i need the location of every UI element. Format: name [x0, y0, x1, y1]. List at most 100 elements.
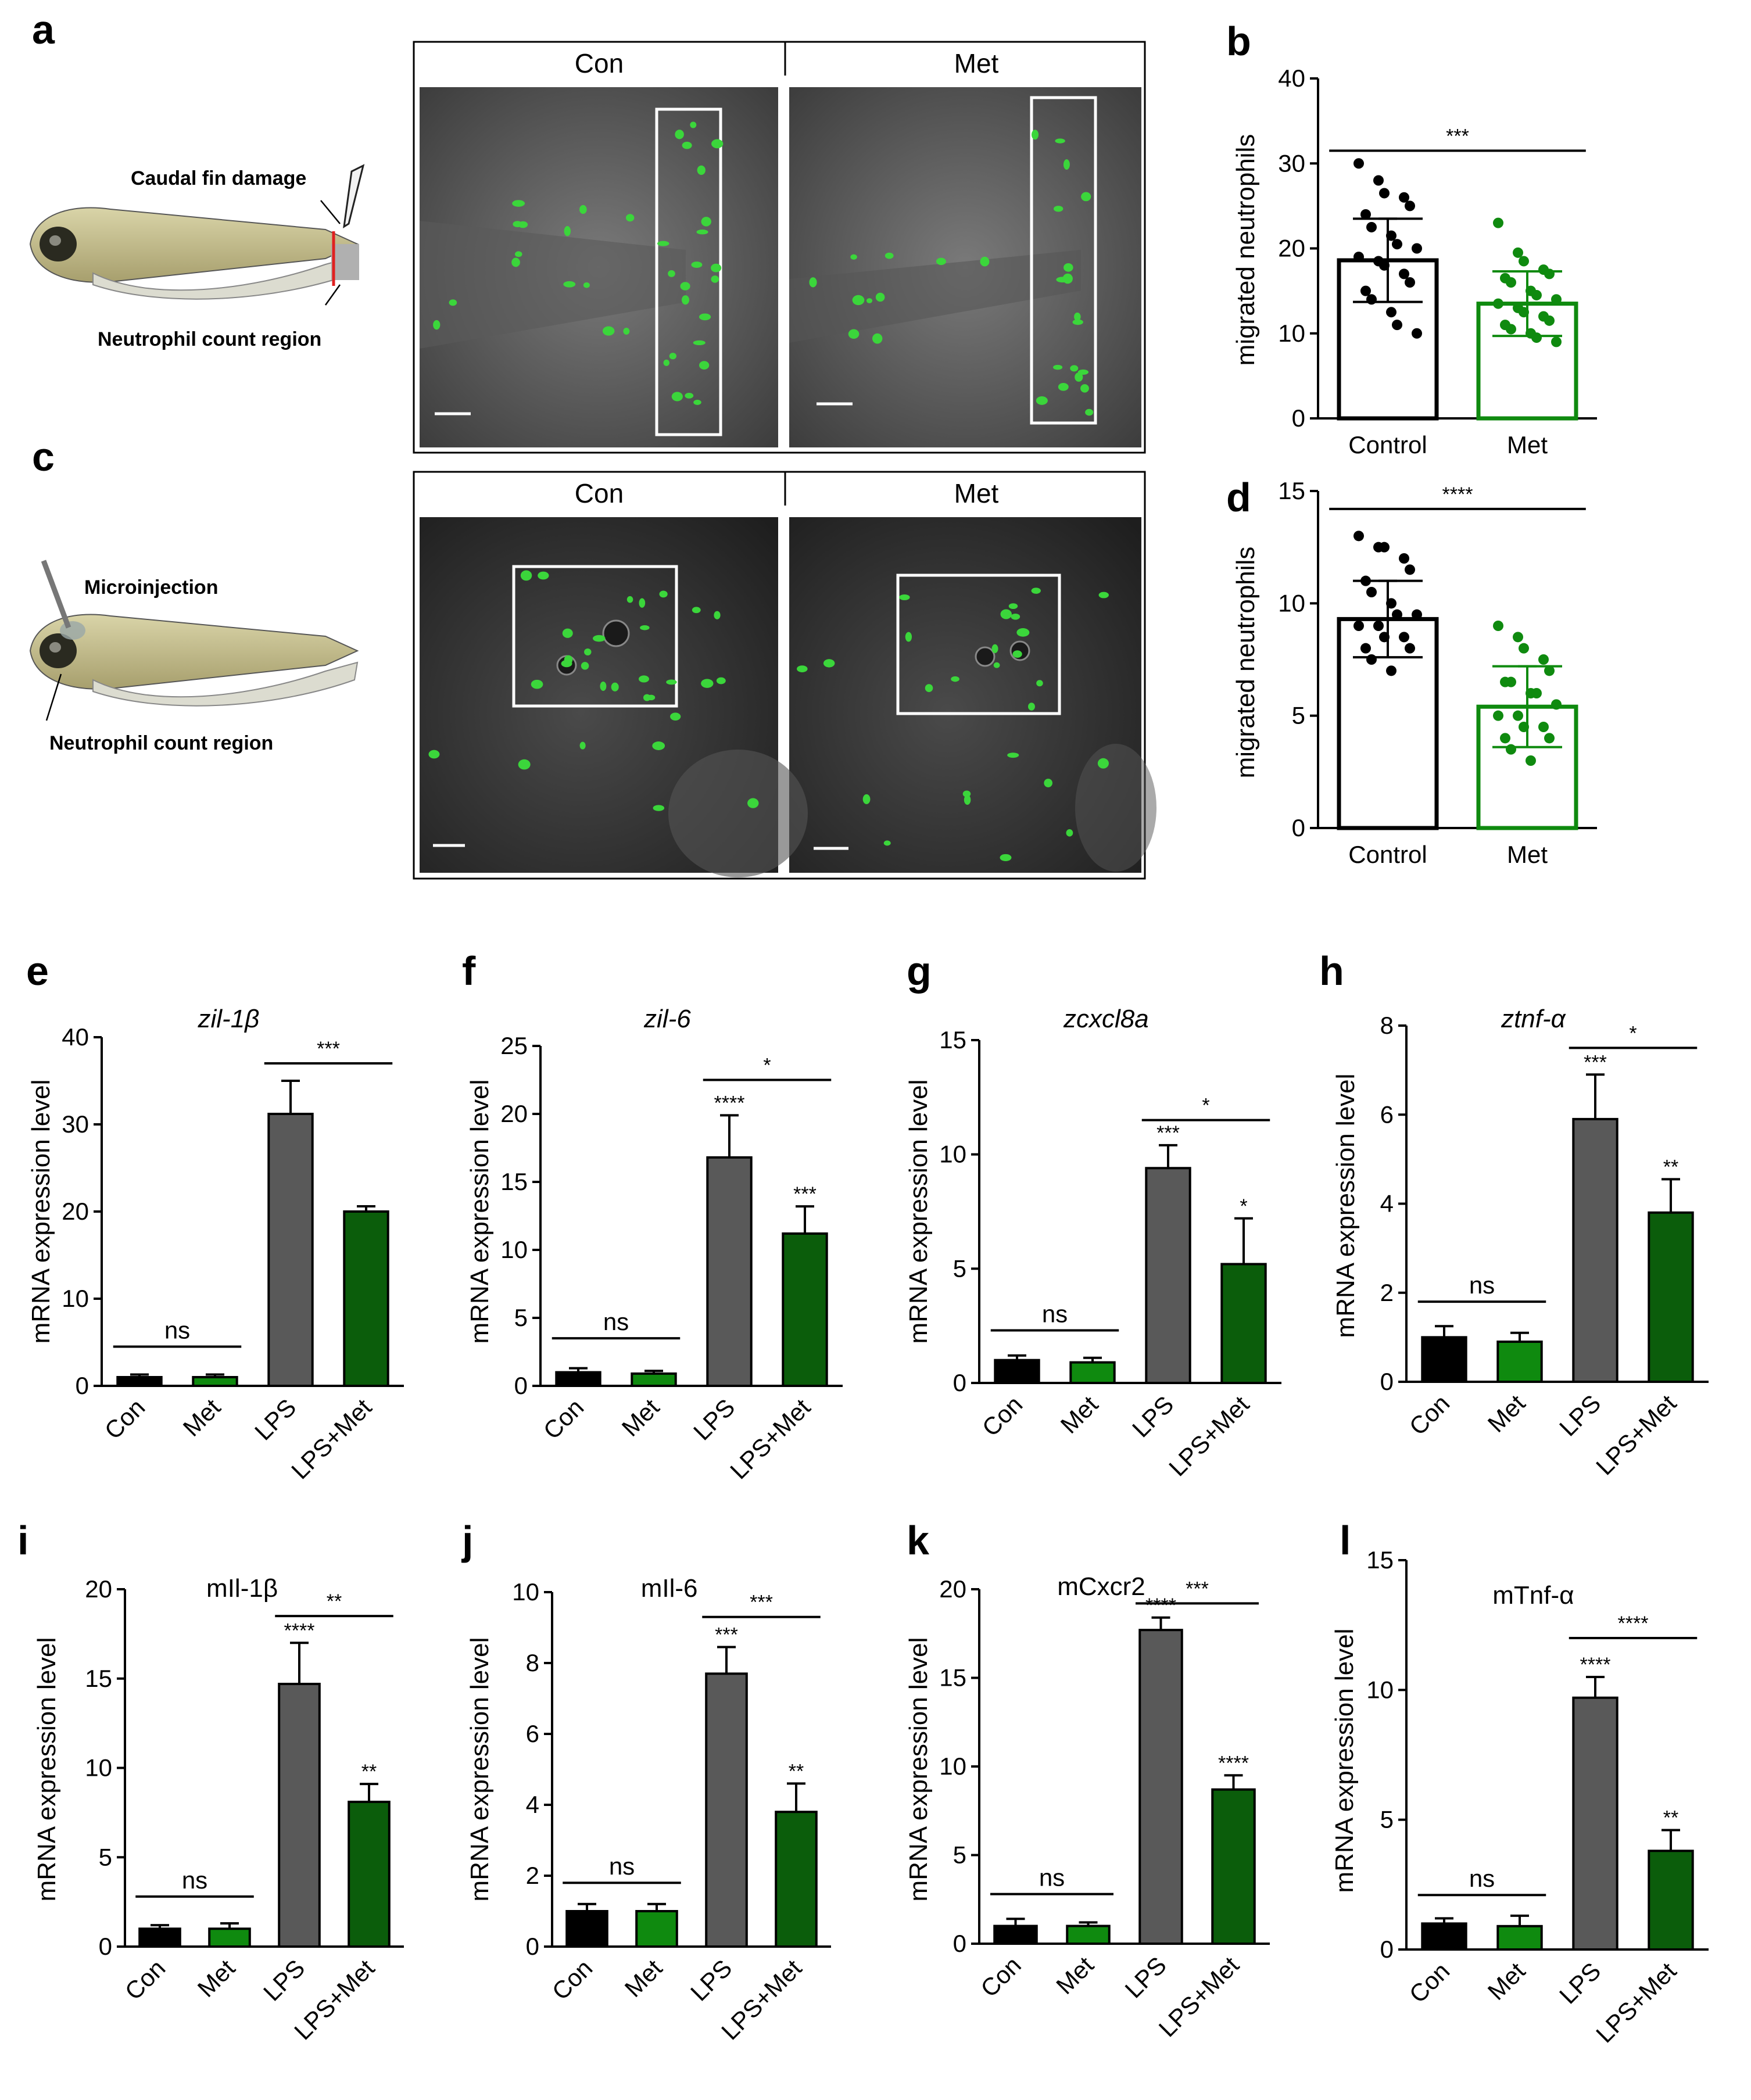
- x-tick-label: LPS+Met: [725, 1393, 815, 1484]
- data-point: [1526, 755, 1536, 766]
- data-point: [1386, 307, 1396, 318]
- panel-label-f: f: [462, 948, 476, 994]
- neutrophil-cell: [564, 226, 571, 236]
- y-tick-label: 5: [1380, 1806, 1394, 1833]
- y-tick-label: 30: [1278, 149, 1305, 177]
- neutrophil-cell: [699, 313, 711, 321]
- y-axis-label: mRNA expression level: [1330, 1629, 1359, 1893]
- neutrophil-cell: [611, 682, 619, 691]
- significance-label: *: [1202, 1095, 1209, 1117]
- y-tick-label: 10: [85, 1754, 112, 1782]
- bar: [993, 1925, 1038, 1945]
- count-box-a-con: [655, 107, 722, 436]
- panel-label-i: i: [17, 1518, 28, 1563]
- bar: [631, 1372, 677, 1387]
- bar-significance: ****: [1218, 1752, 1249, 1774]
- y-tick-label: 0: [99, 1933, 112, 1960]
- data-point: [1399, 632, 1409, 643]
- x-tick-label: Con: [975, 1951, 1026, 2002]
- neutrophil-cell: [696, 230, 708, 235]
- neutrophil-cell: [1064, 263, 1073, 272]
- neutrophil-cell: [581, 662, 589, 670]
- chart-title: zil-6: [643, 1005, 691, 1033]
- bar-significance: **: [789, 1760, 804, 1782]
- neutrophil-cell: [639, 598, 646, 608]
- y-tick-label: 8: [526, 1649, 539, 1676]
- bar: [565, 1910, 608, 1948]
- y-tick-label: 15: [1278, 477, 1305, 504]
- significance-label: ****: [1442, 483, 1473, 506]
- data-point: [1519, 256, 1529, 267]
- data-point: [1405, 643, 1415, 654]
- data-point: [1506, 676, 1516, 687]
- bar: [138, 1927, 181, 1948]
- bar: [1496, 1925, 1543, 1951]
- neutrophil-cell: [872, 333, 883, 344]
- neutrophil-cell: [862, 794, 871, 804]
- significance-label: *: [1629, 1022, 1637, 1044]
- y-tick-label: 5: [953, 1255, 966, 1282]
- significance-label: ns: [603, 1308, 629, 1335]
- neutrophil-cell: [1012, 650, 1022, 658]
- x-tick-label: Con: [1404, 1389, 1455, 1440]
- y-tick-label: 20: [1278, 235, 1305, 262]
- neutrophil-cell: [1085, 408, 1094, 416]
- neutrophil-cell: [518, 759, 531, 770]
- injection-needle-icon: [41, 560, 71, 629]
- y-tick-label: 6: [526, 1720, 539, 1747]
- neutrophil-cell: [562, 628, 573, 638]
- schematic-c: Microinjection Neutrophil count region: [29, 560, 359, 754]
- data-point: [1353, 158, 1364, 169]
- bar: [1069, 1361, 1116, 1385]
- y-tick-label: 15: [1366, 1546, 1394, 1574]
- neutrophil-cell: [692, 607, 701, 614]
- y-tick-label: 2: [1380, 1279, 1394, 1306]
- data-point: [1353, 621, 1364, 631]
- panel-label-c: c: [32, 434, 55, 479]
- neutrophil-cell: [951, 676, 959, 682]
- count-box-c-met: [896, 574, 1061, 715]
- bar: [116, 1376, 163, 1387]
- neutrophil-cell: [1011, 614, 1020, 620]
- significance-label: ns: [182, 1866, 207, 1894]
- data-point: [1493, 710, 1503, 721]
- y-axis-label: migrated neutrophils: [1231, 134, 1260, 366]
- y-axis-label: mRNA expression level: [465, 1637, 494, 1902]
- y-tick-label: 10: [1366, 1676, 1394, 1703]
- x-tick-label: Con: [547, 1954, 598, 2005]
- x-tick-label: LPS+Met: [286, 1393, 377, 1484]
- data-point: [1544, 268, 1555, 279]
- neutrophil-cell: [564, 655, 573, 664]
- y-tick-label: 20: [939, 1575, 966, 1603]
- x-tick-label: Met: [617, 1393, 665, 1442]
- y-axis-label: mRNA expression level: [33, 1637, 61, 1902]
- x-tick-label: Met: [1507, 431, 1548, 458]
- chart-d: 0 5 10 15 migrated neutrophils Control Met ****: [1231, 477, 1597, 868]
- panel-label-a: a: [32, 7, 55, 52]
- x-tick-label: LPS: [1554, 1957, 1606, 2009]
- data-point: [1392, 320, 1402, 331]
- significance-label: *: [763, 1055, 771, 1077]
- x-tick-label: Met: [1507, 841, 1548, 868]
- x-tick-label: LPS+Met: [1591, 1957, 1681, 2048]
- bar-significance: **: [1663, 1807, 1678, 1829]
- count-box-a-met: [1030, 96, 1097, 425]
- data-point: [1405, 277, 1415, 288]
- neutrophil-cell: [623, 328, 630, 335]
- data-point: [1379, 542, 1390, 553]
- bar: [192, 1376, 238, 1387]
- y-tick-label: 2: [526, 1862, 539, 1889]
- y-tick-label: 10: [1278, 589, 1305, 617]
- neutrophil-cell: [936, 257, 946, 266]
- data-point: [1544, 733, 1555, 744]
- data-point: [1399, 268, 1409, 279]
- bar: [635, 1910, 678, 1948]
- neutrophil-cell: [1080, 384, 1089, 393]
- neutrophil-cell: [602, 326, 615, 336]
- data-point: [1399, 192, 1409, 203]
- neutrophil-cell: [670, 712, 681, 721]
- neutrophil-cell: [1027, 703, 1035, 711]
- neutrophil-cell: [691, 261, 703, 268]
- neutrophil-cell: [668, 270, 675, 277]
